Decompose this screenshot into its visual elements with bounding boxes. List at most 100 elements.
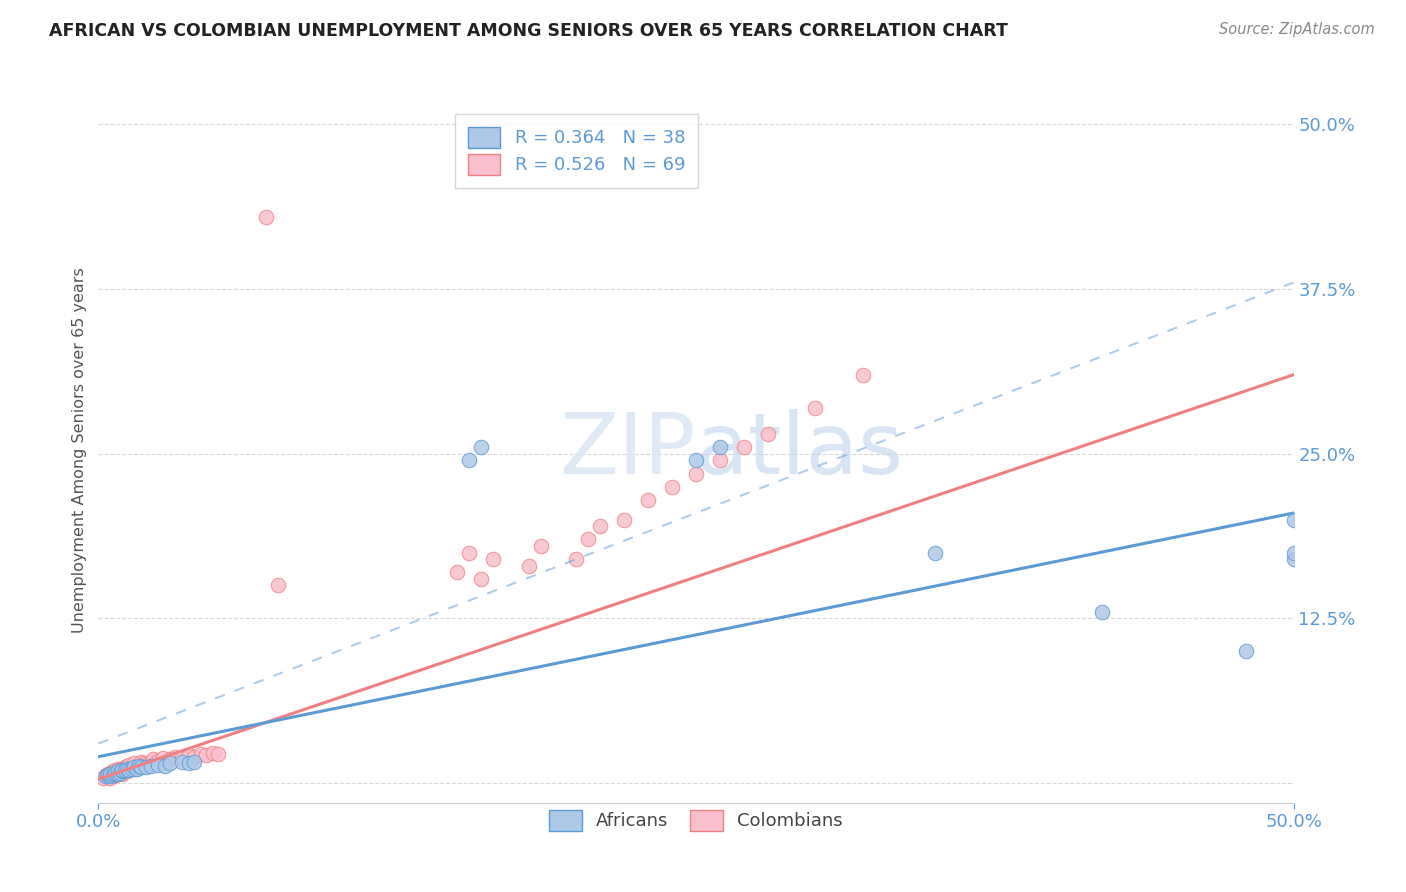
Point	[179, 748, 201, 763]
Point	[115, 764, 138, 779]
Point	[104, 763, 127, 777]
Point	[108, 763, 131, 777]
Point	[128, 759, 150, 773]
Point	[183, 755, 205, 769]
Point	[1282, 552, 1305, 566]
Point	[155, 759, 177, 773]
Point	[530, 539, 553, 553]
Point	[124, 762, 146, 776]
Point	[924, 545, 946, 559]
Point	[852, 368, 875, 382]
Point	[470, 440, 492, 454]
Point	[115, 759, 138, 773]
Point	[179, 756, 201, 771]
Point	[101, 769, 124, 783]
Point	[107, 764, 129, 779]
Point	[183, 749, 205, 764]
Point	[101, 768, 124, 782]
Point	[135, 760, 157, 774]
Point	[148, 757, 170, 772]
Point	[98, 765, 122, 780]
Point	[709, 440, 731, 454]
Point	[94, 768, 117, 782]
Point	[804, 401, 827, 415]
Point	[111, 767, 134, 781]
Point	[108, 765, 131, 780]
Point	[458, 453, 481, 467]
Point	[107, 764, 129, 779]
Point	[125, 759, 148, 773]
Point	[108, 765, 131, 780]
Point	[481, 552, 505, 566]
Point	[159, 752, 181, 766]
Point	[111, 764, 134, 779]
Point	[101, 767, 124, 781]
Point	[172, 751, 194, 765]
Point	[94, 769, 117, 783]
Point	[111, 762, 134, 776]
Point	[118, 763, 141, 777]
Point	[98, 769, 122, 783]
Point	[114, 760, 136, 774]
Point	[135, 757, 157, 772]
Point	[195, 748, 218, 763]
Legend: Africans, Colombians: Africans, Colombians	[540, 801, 852, 839]
Point	[124, 756, 146, 771]
Point	[98, 767, 122, 781]
Point	[613, 513, 636, 527]
Point	[446, 566, 468, 580]
Point	[661, 480, 683, 494]
Point	[142, 752, 165, 766]
Point	[202, 746, 225, 760]
Point	[114, 763, 136, 777]
Point	[118, 762, 141, 776]
Point	[101, 764, 124, 779]
Point	[91, 771, 114, 785]
Text: atlas: atlas	[696, 409, 904, 492]
Point	[98, 771, 122, 785]
Point	[98, 768, 122, 782]
Point	[94, 769, 117, 783]
Point	[190, 747, 212, 761]
Point	[517, 558, 540, 573]
Point	[470, 572, 492, 586]
Point	[104, 768, 127, 782]
Point	[207, 747, 229, 761]
Point	[121, 762, 143, 776]
Point	[139, 755, 162, 769]
Point	[578, 533, 600, 547]
Point	[124, 760, 146, 774]
Point	[97, 768, 120, 782]
Point	[107, 762, 129, 776]
Point	[125, 762, 148, 776]
Point	[111, 763, 134, 777]
Text: AFRICAN VS COLOMBIAN UNEMPLOYMENT AMONG SENIORS OVER 65 YEARS CORRELATION CHART: AFRICAN VS COLOMBIAN UNEMPLOYMENT AMONG …	[49, 22, 1008, 40]
Point	[1091, 605, 1114, 619]
Point	[107, 767, 129, 781]
Point	[121, 760, 143, 774]
Point	[128, 757, 150, 772]
Y-axis label: Unemployment Among Seniors over 65 years: Unemployment Among Seniors over 65 years	[72, 268, 87, 633]
Point	[132, 756, 155, 771]
Point	[104, 765, 127, 780]
Point	[685, 467, 707, 481]
Point	[172, 755, 194, 769]
Point	[104, 765, 127, 780]
Point	[111, 764, 134, 779]
Point	[1282, 545, 1305, 559]
Point	[565, 552, 588, 566]
Point	[97, 769, 120, 783]
Point	[254, 210, 277, 224]
Point	[458, 545, 481, 559]
Point	[1282, 513, 1305, 527]
Text: ZIP: ZIP	[560, 409, 696, 492]
Point	[97, 767, 120, 781]
Point	[115, 762, 138, 776]
Point	[267, 578, 290, 592]
Point	[637, 492, 659, 507]
Text: Source: ZipAtlas.com: Source: ZipAtlas.com	[1219, 22, 1375, 37]
Point	[131, 755, 153, 769]
Point	[118, 757, 141, 772]
Point	[163, 749, 186, 764]
Point	[589, 519, 612, 533]
